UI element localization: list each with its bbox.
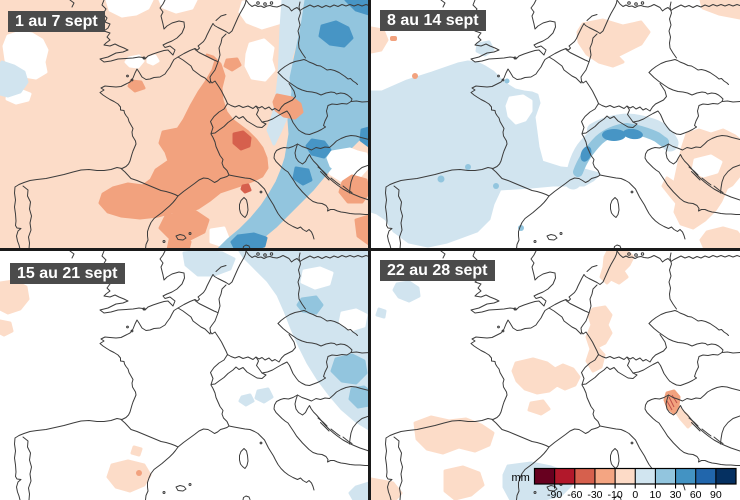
svg-text:10: 10 [650,489,662,500]
svg-text:-30: -30 [587,489,602,500]
svg-text:30: 30 [670,489,682,500]
svg-text:mm: mm [512,472,530,484]
svg-text:-60: -60 [567,489,582,500]
svg-text:60: 60 [690,489,702,500]
svg-text:-90: -90 [547,489,562,500]
svg-text:90: 90 [710,489,722,500]
svg-text:-10: -10 [608,489,623,500]
svg-text:0: 0 [632,489,638,500]
